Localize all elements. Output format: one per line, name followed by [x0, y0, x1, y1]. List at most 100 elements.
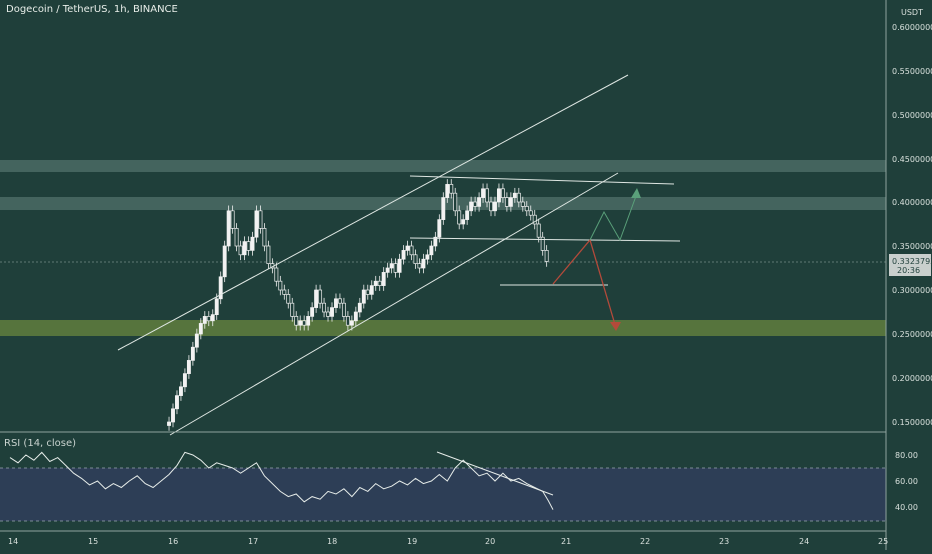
- candle-body: [353, 311, 358, 322]
- candle-body: [477, 197, 482, 207]
- candle-body: [437, 219, 442, 238]
- candle-body: [481, 188, 486, 198]
- time-tick: 17: [248, 537, 258, 546]
- candle-body: [497, 188, 501, 203]
- candle-body: [334, 298, 338, 308]
- time-tick: 16: [168, 537, 178, 546]
- price-tick: 0.1500000: [892, 418, 932, 427]
- candle-body: [524, 206, 529, 212]
- candle-body: [242, 241, 247, 256]
- time-tick: 22: [640, 537, 650, 546]
- candle-body: [226, 210, 231, 247]
- candle-body: [274, 267, 279, 282]
- candle-body: [179, 386, 183, 396]
- candle-body: [262, 228, 267, 247]
- candle-body: [512, 192, 517, 198]
- bullish-path[interactable]: [589, 195, 637, 242]
- candle-body: [365, 289, 370, 295]
- candle-body: [381, 272, 386, 286]
- candle-body: [473, 201, 478, 207]
- rsi-axis: 80.00 60.00 40.00: [895, 451, 918, 512]
- candle-body: [234, 228, 239, 247]
- candle-body: [389, 263, 394, 269]
- current-price-value: 0.3323793: [892, 257, 932, 266]
- candle-body: [361, 289, 366, 304]
- candle-body: [194, 333, 199, 348]
- price-axis-unit: USDT: [901, 8, 923, 17]
- candle-body: [214, 298, 219, 315]
- channel-upper-line[interactable]: [117, 74, 629, 351]
- candle-body: [171, 408, 175, 423]
- candle-body: [401, 250, 406, 260]
- candle-body: [465, 210, 470, 220]
- time-tick: 20: [485, 537, 495, 546]
- candle-body: [282, 289, 287, 295]
- time-tick: 23: [719, 537, 729, 546]
- price-tick: 0.5500000: [892, 67, 932, 76]
- price-axis[interactable]: 0.6000000 0.5500000 0.5000000 0.4500000 …: [892, 23, 932, 427]
- candle-body: [175, 395, 179, 410]
- candle-body: [485, 188, 489, 203]
- candle-body: [397, 258, 402, 273]
- candle-body: [532, 214, 537, 225]
- time-tick: 25: [878, 537, 888, 546]
- candle-body: [198, 323, 203, 335]
- candles-group: [167, 179, 549, 431]
- price-tick: 0.3500000: [892, 242, 932, 251]
- candle-body: [520, 201, 525, 207]
- candle-body: [504, 197, 509, 207]
- candle-body: [186, 360, 191, 374]
- rsi-divergence-line[interactable]: [436, 451, 554, 496]
- candle-body: [322, 302, 327, 313]
- candle-body: [417, 263, 422, 269]
- candle-body: [341, 302, 346, 317]
- candle-body: [210, 314, 215, 322]
- candle-body: [469, 201, 474, 212]
- candle-body: [306, 316, 311, 326]
- price-tick: 0.6000000: [892, 23, 932, 32]
- candle-body: [489, 201, 493, 212]
- candle-body: [294, 316, 299, 326]
- candle-body: [516, 192, 521, 203]
- current-price-tag: 0.3323793 20:36: [889, 254, 932, 276]
- candle-body: [429, 245, 434, 256]
- time-tick: 19: [407, 537, 417, 546]
- candle-body: [540, 236, 545, 251]
- candle-body: [393, 263, 398, 273]
- candle-body: [167, 421, 171, 426]
- candle-body: [405, 245, 410, 251]
- candle-body: [338, 298, 342, 304]
- candle-body: [536, 223, 541, 238]
- time-axis[interactable]: 14 15 16 17 18 19 20 21 22 23 24 25: [8, 537, 888, 546]
- time-tick: 21: [561, 537, 571, 546]
- neckline[interactable]: [409, 237, 681, 242]
- candle-body: [310, 307, 315, 317]
- candle-body: [449, 184, 454, 194]
- range-top-line[interactable]: [409, 175, 675, 185]
- candle-body: [369, 285, 374, 295]
- trend-drawings: [117, 74, 681, 436]
- price-tick: 0.3000000: [892, 286, 932, 295]
- arrow-up-icon: [631, 188, 641, 198]
- time-tick: 14: [8, 537, 18, 546]
- rsi-indicator-label[interactable]: RSI (14, close): [4, 438, 77, 449]
- candle-body: [266, 245, 271, 264]
- candle-body: [298, 320, 303, 326]
- time-tick: 15: [88, 537, 98, 546]
- candle-body: [433, 236, 438, 247]
- candle-body: [421, 258, 426, 269]
- candle-body: [202, 316, 207, 324]
- candle-body: [330, 307, 334, 317]
- candle-body: [528, 210, 533, 216]
- candle-body: [318, 289, 323, 304]
- time-tick: 24: [799, 537, 809, 546]
- candle-countdown: 20:36: [897, 266, 920, 275]
- channel-lower-line[interactable]: [169, 172, 619, 436]
- candle-body: [385, 267, 390, 273]
- support-zone: [0, 320, 886, 336]
- candle-body: [441, 197, 446, 220]
- resistance-zone-upper: [0, 160, 886, 172]
- rsi-tick: 60.00: [895, 477, 918, 486]
